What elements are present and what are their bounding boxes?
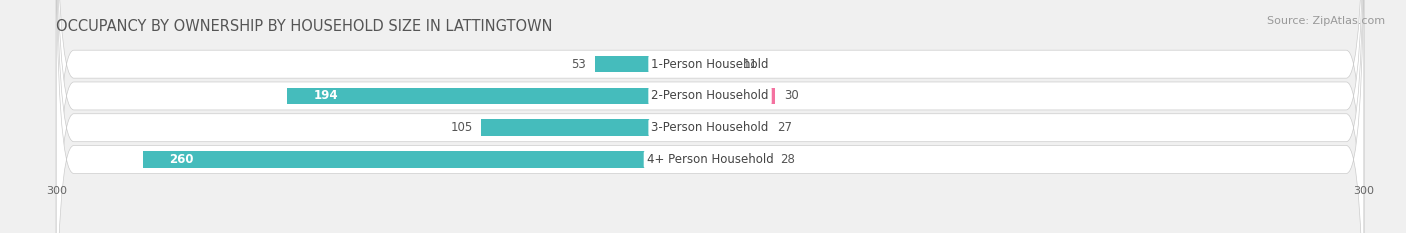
Bar xyxy=(710,120,769,136)
Text: 53: 53 xyxy=(571,58,586,71)
Bar xyxy=(481,120,710,136)
FancyBboxPatch shape xyxy=(56,0,1364,233)
Text: OCCUPANCY BY OWNERSHIP BY HOUSEHOLD SIZE IN LATTINGTOWN: OCCUPANCY BY OWNERSHIP BY HOUSEHOLD SIZE… xyxy=(56,19,553,34)
FancyBboxPatch shape xyxy=(56,0,1364,233)
FancyBboxPatch shape xyxy=(56,0,1364,233)
FancyBboxPatch shape xyxy=(56,0,1364,233)
Text: 11: 11 xyxy=(742,58,758,71)
Text: 105: 105 xyxy=(450,121,472,134)
Text: 28: 28 xyxy=(780,153,794,166)
Bar xyxy=(287,88,710,104)
Text: 4+ Person Household: 4+ Person Household xyxy=(647,153,773,166)
Text: 194: 194 xyxy=(314,89,337,103)
Text: 1-Person Household: 1-Person Household xyxy=(651,58,769,71)
Bar xyxy=(595,56,710,72)
Text: 3-Person Household: 3-Person Household xyxy=(651,121,769,134)
Bar xyxy=(143,151,710,168)
Text: Source: ZipAtlas.com: Source: ZipAtlas.com xyxy=(1267,16,1385,26)
Text: 2-Person Household: 2-Person Household xyxy=(651,89,769,103)
Text: 260: 260 xyxy=(170,153,194,166)
Text: 30: 30 xyxy=(785,89,799,103)
Bar xyxy=(710,56,734,72)
Text: 27: 27 xyxy=(778,121,793,134)
Bar xyxy=(710,151,770,168)
Bar xyxy=(710,88,776,104)
